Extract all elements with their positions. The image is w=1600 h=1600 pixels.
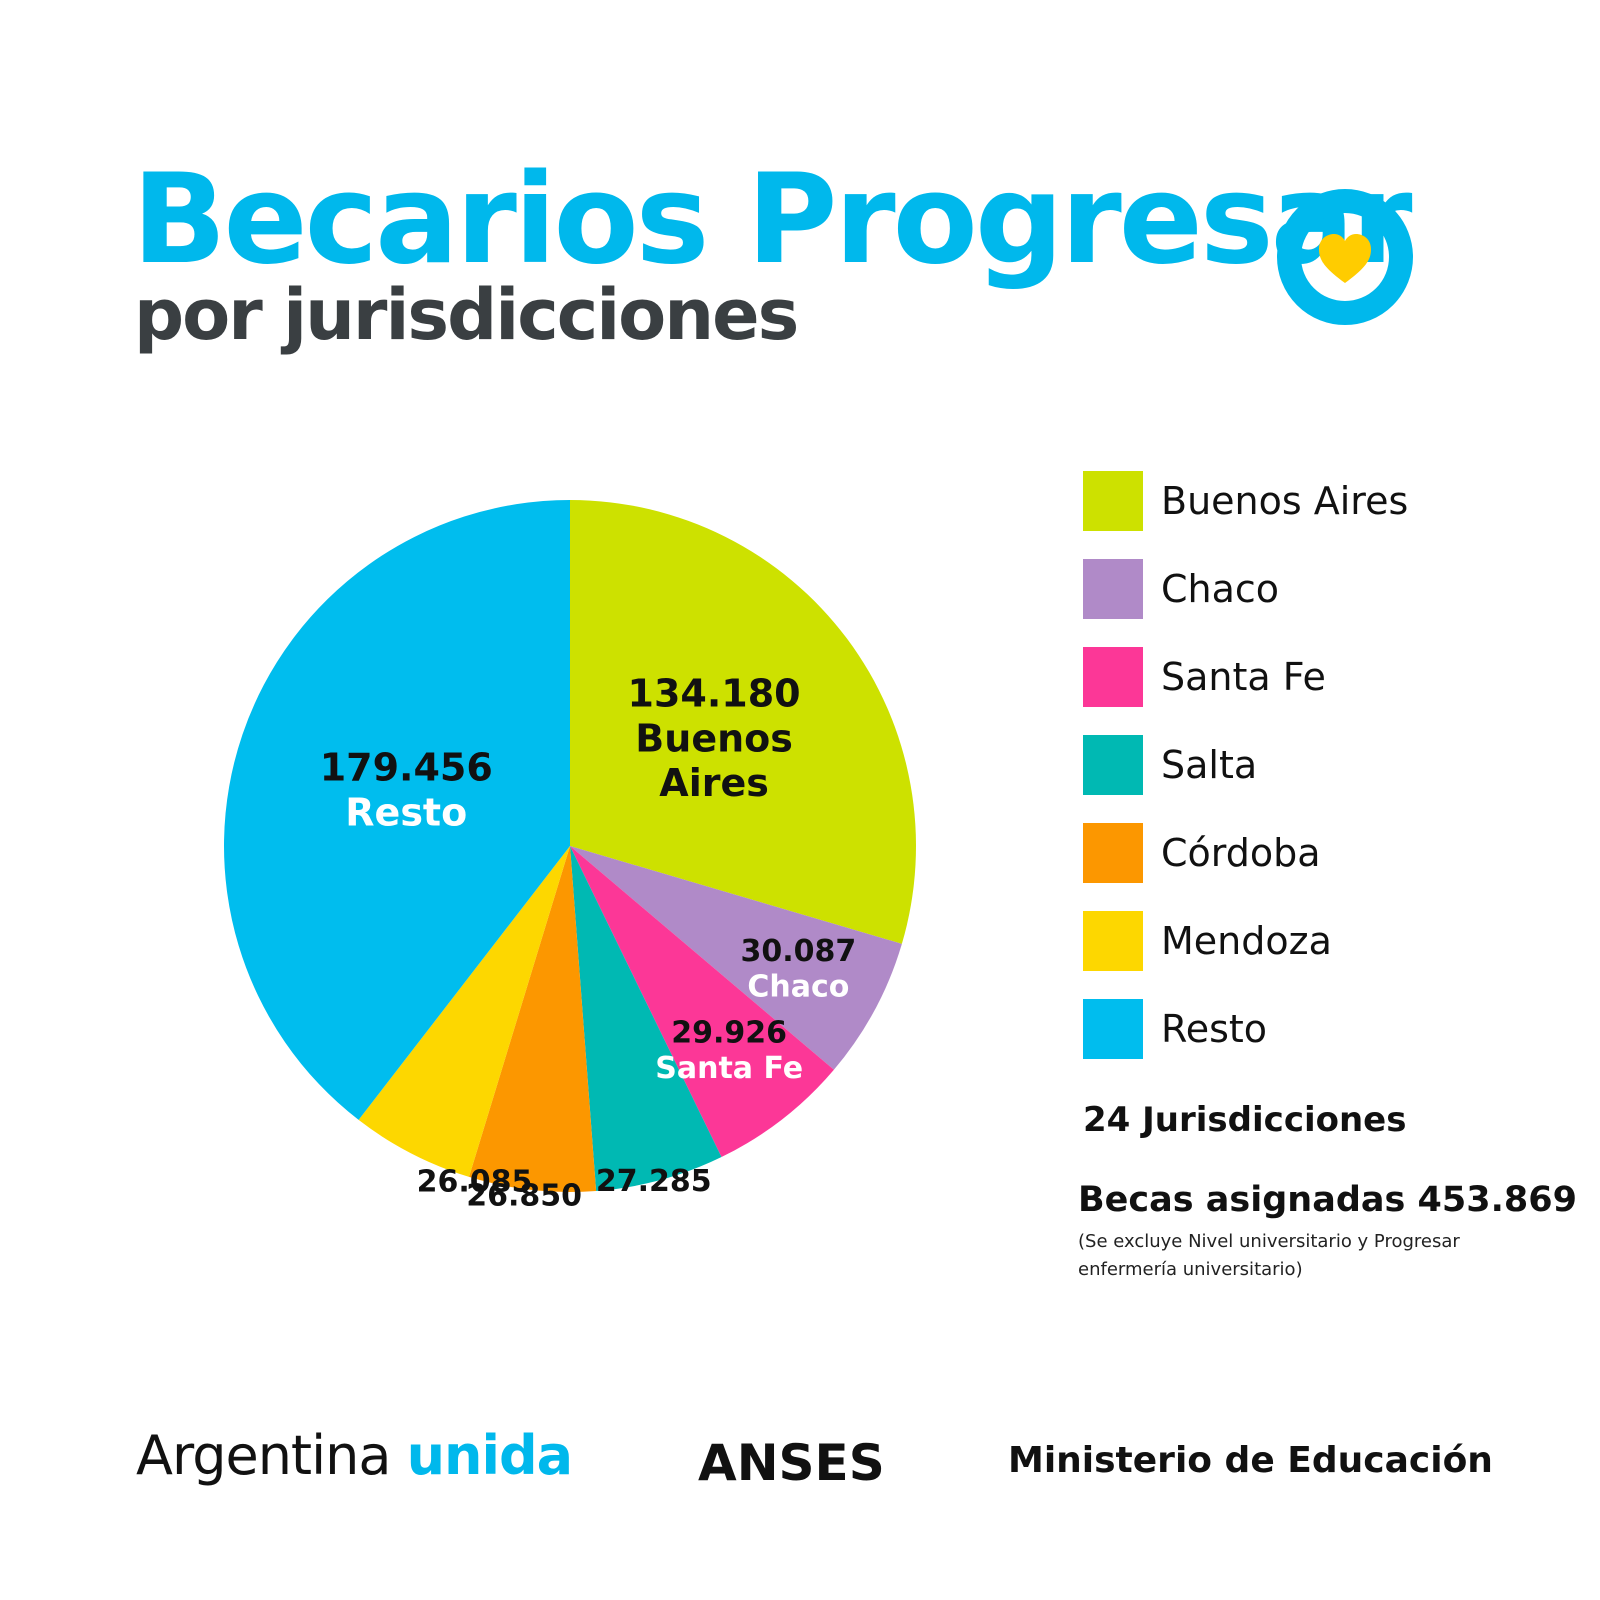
legend-item-santa-fe: Santa Fe <box>1083 647 1408 707</box>
page-title: Becarios Progresar <box>132 148 1412 292</box>
exclusion-note: (Se excluye Nivel universitario y Progre… <box>1078 1231 1460 1280</box>
legend: Buenos Aires Chaco Santa Fe Salta Córdoba Men… <box>1083 471 1408 1087</box>
legend-swatch <box>1083 735 1143 795</box>
slice-value-label-cordoba: 26.850 <box>466 1178 582 1206</box>
legend-label: Salta <box>1161 743 1258 787</box>
ministerio-logo: Ministerio de Educación <box>1008 1440 1493 1481</box>
page-subtitle: por jurisdicciones <box>134 274 799 356</box>
unida-text: unida <box>406 1424 573 1487</box>
legend-swatch <box>1083 471 1143 531</box>
legend-swatch <box>1083 999 1143 1059</box>
legend-item-chaco: Chaco <box>1083 559 1408 619</box>
pie-slice-salta <box>570 846 722 1192</box>
legend-swatch <box>1083 647 1143 707</box>
legend-swatch <box>1083 559 1143 619</box>
argentina-unida-logo: Argentina unida <box>136 1424 573 1487</box>
legend-label: Chaco <box>1161 567 1280 611</box>
legend-label: Córdoba <box>1161 831 1321 875</box>
logo-ring <box>1277 189 1413 325</box>
slice-name-label-chaco: Chaco <box>747 969 849 1004</box>
pie-slice-mendoza <box>358 846 570 1177</box>
becas-total: Becas asignadas 453.869 <box>1078 1180 1577 1220</box>
slice-name-label-resto: Resto <box>345 791 467 835</box>
legend-label: Mendoza <box>1161 919 1332 963</box>
legend-swatch <box>1083 911 1143 971</box>
legend-item-resto: Resto <box>1083 999 1408 1059</box>
legend-item-salta: Salta <box>1083 735 1408 795</box>
pie-slice-santa-fe <box>570 846 834 1158</box>
slice-value-label-santa-fe: 29.926 <box>671 1016 787 1051</box>
legend-label: Resto <box>1161 1007 1268 1051</box>
pie-slice-resto <box>224 500 570 1120</box>
slice-name-label-buenos-aires: Buenos <box>635 716 793 760</box>
pie-slice-buenos-aires <box>570 500 916 944</box>
legend-label: Santa Fe <box>1161 655 1326 699</box>
logo-heart-icon <box>1277 189 1413 325</box>
legend-item-buenos-aires: Buenos Aires <box>1083 471 1408 531</box>
pie-slice-cordoba <box>469 846 597 1192</box>
pie-slice-chaco <box>570 846 902 1070</box>
anses-logo: ANSES <box>698 1434 885 1492</box>
slice-value-label-resto: 179.456 <box>320 746 493 790</box>
argentina-text: Argentina <box>136 1424 391 1487</box>
slice-value-label-chaco: 30.087 <box>740 934 856 969</box>
slice-value-label-mendoza: 26.085 <box>417 1165 533 1200</box>
slice-value-label-buenos-aires: 134.180 <box>628 671 801 715</box>
slice-name-label-santa-fe: Santa Fe <box>655 1051 803 1086</box>
heart-icon <box>1319 234 1371 283</box>
legend-item-mendoza: Mendoza <box>1083 911 1408 971</box>
slice-value-label-salta: 27.285 <box>596 1164 712 1199</box>
legend-swatch <box>1083 823 1143 883</box>
legend-item-cordoba: Córdoba <box>1083 823 1408 883</box>
slice-name-label-buenos-aires: Aires <box>659 761 769 805</box>
jurisdictions-count: 24 Jurisdicciones <box>1083 1100 1407 1140</box>
legend-label: Buenos Aires <box>1161 479 1409 523</box>
